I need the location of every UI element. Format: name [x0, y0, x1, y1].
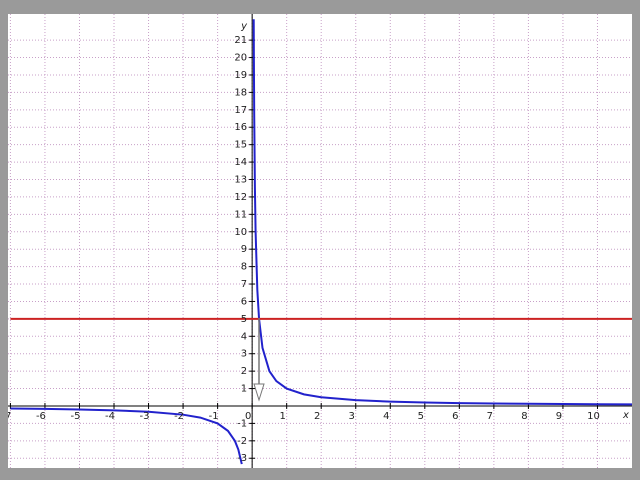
x-tick-label: -4 [105, 411, 115, 422]
y-tick-label: 7 [241, 279, 247, 290]
y-tick-label: 16 [234, 122, 247, 133]
y-tick-label: 20 [234, 53, 247, 64]
y-tick-label: 18 [234, 87, 247, 98]
x-tick-label: -3 [140, 411, 150, 422]
x-tick-label: -6 [36, 411, 46, 422]
x-tick-label: -7 [1, 411, 11, 422]
x-tick-label: -2 [174, 411, 184, 422]
y-tick-label: 10 [234, 227, 247, 238]
y-tick-label: 1 [241, 384, 247, 395]
x-tick-label: -5 [70, 411, 80, 422]
x-tick-label: 10 [587, 411, 600, 422]
x-tick-label: 6 [452, 411, 458, 422]
x-tick-label: 5 [418, 411, 424, 422]
x-tick-label: 3 [349, 411, 355, 422]
y-tick-label: 6 [241, 296, 247, 307]
x-tick-label: 7 [487, 411, 493, 422]
x-axis-label: x [622, 410, 629, 421]
y-tick-label: 5 [241, 314, 247, 325]
y-tick-label: 4 [241, 331, 247, 342]
x-tick-label: 4 [383, 411, 389, 422]
y-tick-label: 3 [241, 349, 247, 360]
y-tick-label: 19 [234, 70, 247, 81]
y-tick-label: -3 [237, 453, 247, 464]
x-tick-label: -1 [209, 411, 219, 422]
x-tick-label: 8 [521, 411, 527, 422]
x-tick-label: 2 [314, 411, 320, 422]
x-tick-label: 1 [279, 411, 285, 422]
marks [8, 14, 632, 468]
y-tick-label: 17 [234, 105, 247, 116]
y-tick-label: 21 [234, 35, 247, 46]
plot-area [8, 14, 632, 468]
x-tick-label: 9 [556, 411, 562, 422]
arrow [253, 318, 265, 402]
y-tick-label: 12 [234, 192, 247, 203]
y-axis-label: y [240, 21, 248, 32]
x-tick-label: 0 [245, 411, 251, 422]
y-tick-label: 13 [234, 175, 247, 186]
labels: -7 -6 -5 -4 -3 -2 -1 0 1 2 3 4 5 6 7 8 9 10-3-2-112345678… [1, 21, 629, 464]
y-tick-label: 11 [234, 209, 247, 220]
y-tick-label: 9 [241, 244, 247, 255]
y-tick-label: -2 [237, 436, 247, 447]
y-tick-label: -1 [237, 418, 247, 429]
series-line [10, 19, 632, 465]
y-tick-label: 15 [234, 140, 247, 151]
y-tick-label: 14 [234, 157, 247, 168]
y-tick-label: 2 [241, 366, 247, 377]
y-tick-label: 8 [241, 262, 247, 273]
